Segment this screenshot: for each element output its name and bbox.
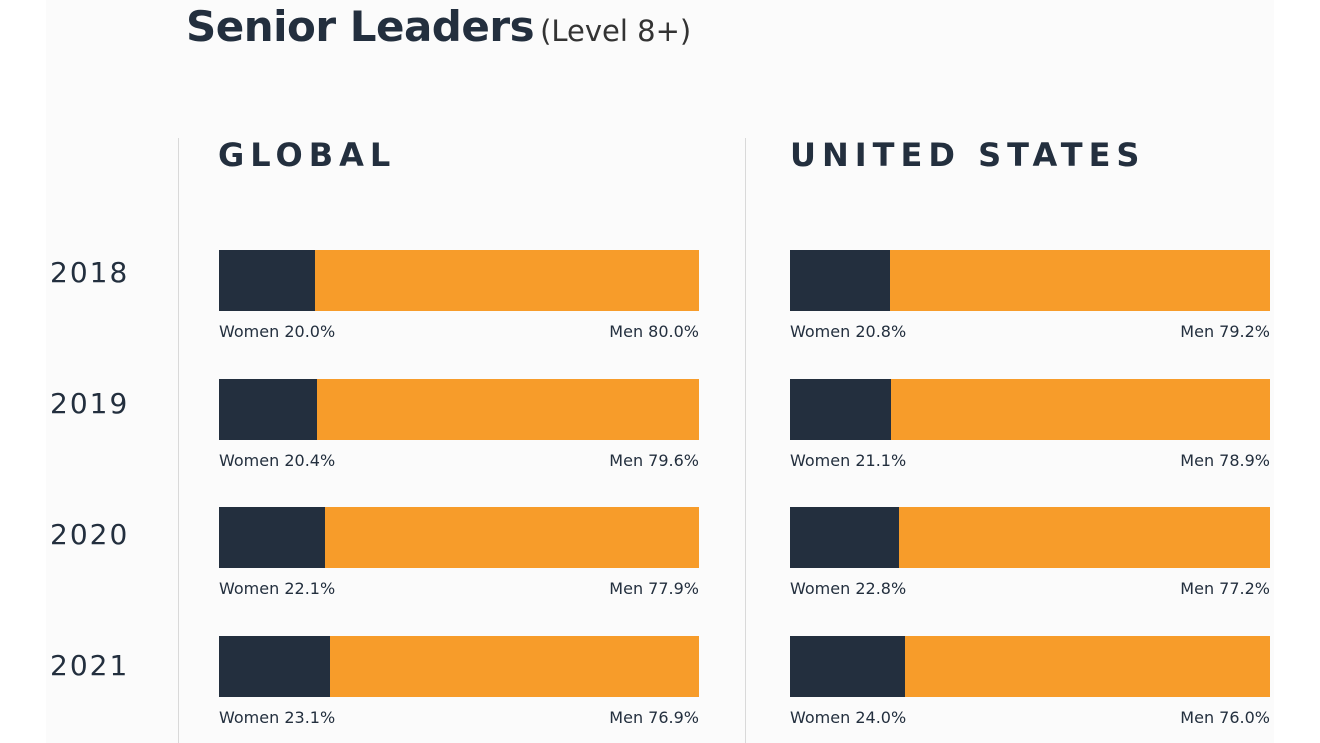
year-label-2020: 2020: [50, 518, 130, 551]
men-label-united-states-2020: Men 77.2%: [1180, 579, 1270, 598]
region-header-united-states: UNITED STATES: [790, 136, 1146, 174]
middle-divider: [745, 138, 746, 743]
bar-men-united-states-2018: [790, 250, 1270, 311]
women-label-global-2020: Women 22.1%: [219, 579, 336, 598]
bar-women-global-2018: [219, 250, 315, 311]
bar-women-global-2021: [219, 636, 330, 697]
bar-men-united-states-2021: [790, 636, 1270, 697]
men-label-united-states-2018: Men 79.2%: [1180, 322, 1270, 341]
men-label-global-2018: Men 80.0%: [609, 322, 699, 341]
women-label-united-states-2018: Women 20.8%: [790, 322, 907, 341]
men-label-united-states-2021: Men 76.0%: [1180, 708, 1270, 727]
chart-title-group: Senior Leaders (Level 8+): [186, 2, 691, 51]
year-label-2018: 2018: [50, 256, 130, 289]
year-label-2021: 2021: [50, 649, 130, 682]
men-label-united-states-2019: Men 78.9%: [1180, 451, 1270, 470]
bar-women-united-states-2018: [790, 250, 890, 311]
left-divider: [178, 138, 179, 743]
bar-women-united-states-2020: [790, 507, 900, 568]
bar-women-united-states-2019: [790, 379, 892, 440]
women-label-united-states-2019: Women 21.1%: [790, 451, 907, 470]
women-label-global-2021: Women 23.1%: [219, 708, 336, 727]
women-label-global-2018: Women 20.0%: [219, 322, 336, 341]
men-label-global-2020: Men 77.9%: [609, 579, 699, 598]
bar-women-united-states-2021: [790, 636, 906, 697]
women-label-united-states-2021: Women 24.0%: [790, 708, 907, 727]
chart-title: Senior Leaders: [186, 2, 535, 51]
women-label-global-2019: Women 20.4%: [219, 451, 336, 470]
bar-men-global-2018: [219, 250, 699, 311]
bar-men-global-2019: [219, 379, 699, 440]
women-label-united-states-2020: Women 22.8%: [790, 579, 907, 598]
bar-women-global-2020: [219, 507, 326, 568]
year-label-2019: 2019: [50, 387, 130, 420]
bar-men-united-states-2019: [790, 379, 1270, 440]
men-label-global-2019: Men 79.6%: [609, 451, 699, 470]
men-label-global-2021: Men 76.9%: [609, 708, 699, 727]
bar-women-global-2019: [219, 379, 317, 440]
bar-men-global-2020: [219, 507, 699, 568]
chart-subtitle: (Level 8+): [540, 14, 692, 48]
chart-panel: [46, 0, 1274, 743]
bar-men-global-2021: [219, 636, 699, 697]
bar-men-united-states-2020: [790, 507, 1270, 568]
region-header-global: GLOBAL: [218, 136, 397, 174]
